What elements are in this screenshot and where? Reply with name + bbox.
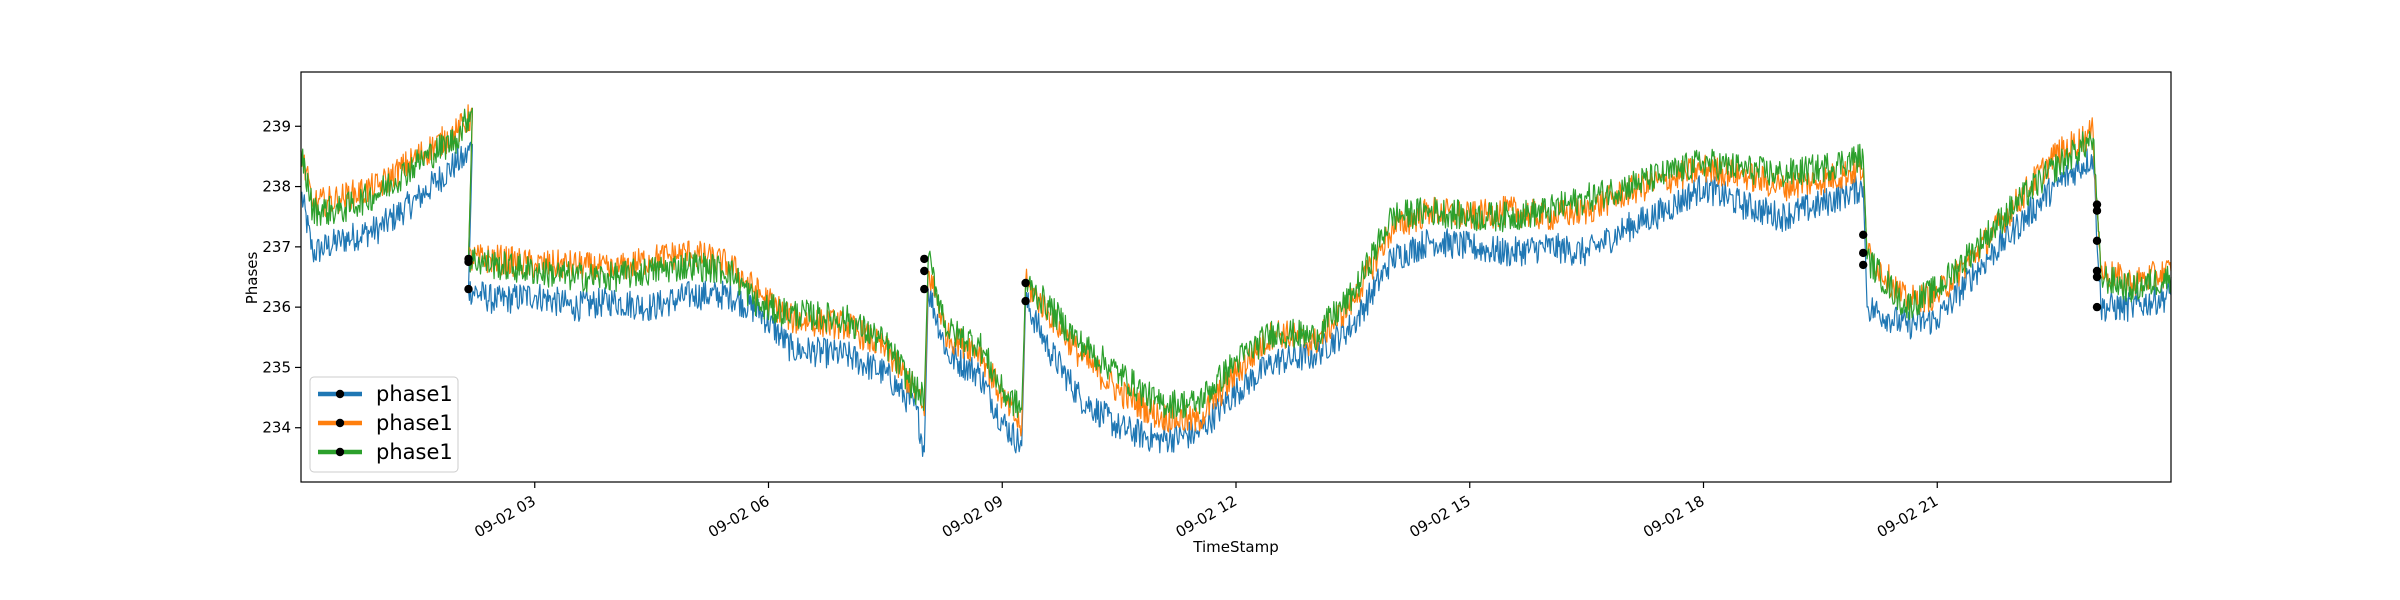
y-tick-label-4: 237	[262, 238, 291, 256]
marker-point-15	[2092, 236, 2102, 245]
x-tick-label-5: 09-02 15	[1406, 492, 1473, 541]
x-axis-label: TimeStamp	[1192, 538, 1278, 556]
x-tick-label-7: 09-02 21	[1874, 492, 1941, 541]
x-tick-label-1: 09-02 03	[471, 492, 538, 541]
x-tick-label-3: 09-02 09	[939, 492, 1006, 541]
marker-point-9	[1859, 260, 1868, 270]
x-tick-label-4: 09-02 12	[1173, 492, 1240, 541]
series-line-3	[300, 107, 2172, 419]
marker-point-7	[1021, 296, 1030, 306]
y-tick-label-6: 239	[262, 117, 291, 135]
x-axis: 09-02 03 09-02 06 09-02 09 09-02 12 09-02 15…	[471, 482, 1941, 541]
legend-label-1: phase1	[376, 382, 453, 406]
legend-marker-2	[335, 418, 345, 428]
y-tick-label-2: 235	[262, 358, 291, 376]
marker-point-13	[2092, 272, 2102, 282]
marker-layer	[464, 200, 2102, 312]
legend-marker-3	[335, 447, 345, 457]
marker-point-17	[2092, 200, 2102, 209]
marker-point-10	[1859, 248, 1868, 258]
legend-marker-1	[335, 389, 345, 399]
legend-box	[309, 376, 459, 473]
series-line-1	[300, 141, 2172, 457]
series-layer	[300, 104, 2172, 457]
marker-point-5	[920, 266, 929, 276]
marker-point-14	[2092, 266, 2102, 276]
marker-point-16	[2092, 206, 2102, 215]
y-axis: 234 235 236 237 238 239	[262, 117, 301, 437]
marker-point-3	[464, 257, 473, 267]
marker-point-4	[920, 284, 929, 294]
marker-point-1	[464, 284, 473, 294]
x-tick-label-6: 09-02 18	[1640, 492, 1707, 541]
marker-point-11	[1859, 230, 1868, 239]
legend: phase1 phase1 phase1	[309, 376, 459, 473]
marker-point-12	[2092, 302, 2102, 312]
y-tick-label-1: 234	[262, 419, 291, 437]
y-tick-label-5: 238	[262, 178, 291, 196]
legend-label-2: phase1	[376, 411, 453, 435]
marker-point-6	[920, 254, 929, 264]
legend-label-3: phase1	[376, 440, 453, 464]
x-tick-label-2: 09-02 06	[705, 492, 772, 541]
y-tick-label-3: 236	[262, 298, 291, 316]
y-axis-label: Phases	[243, 252, 261, 305]
marker-point-8	[1021, 278, 1030, 288]
